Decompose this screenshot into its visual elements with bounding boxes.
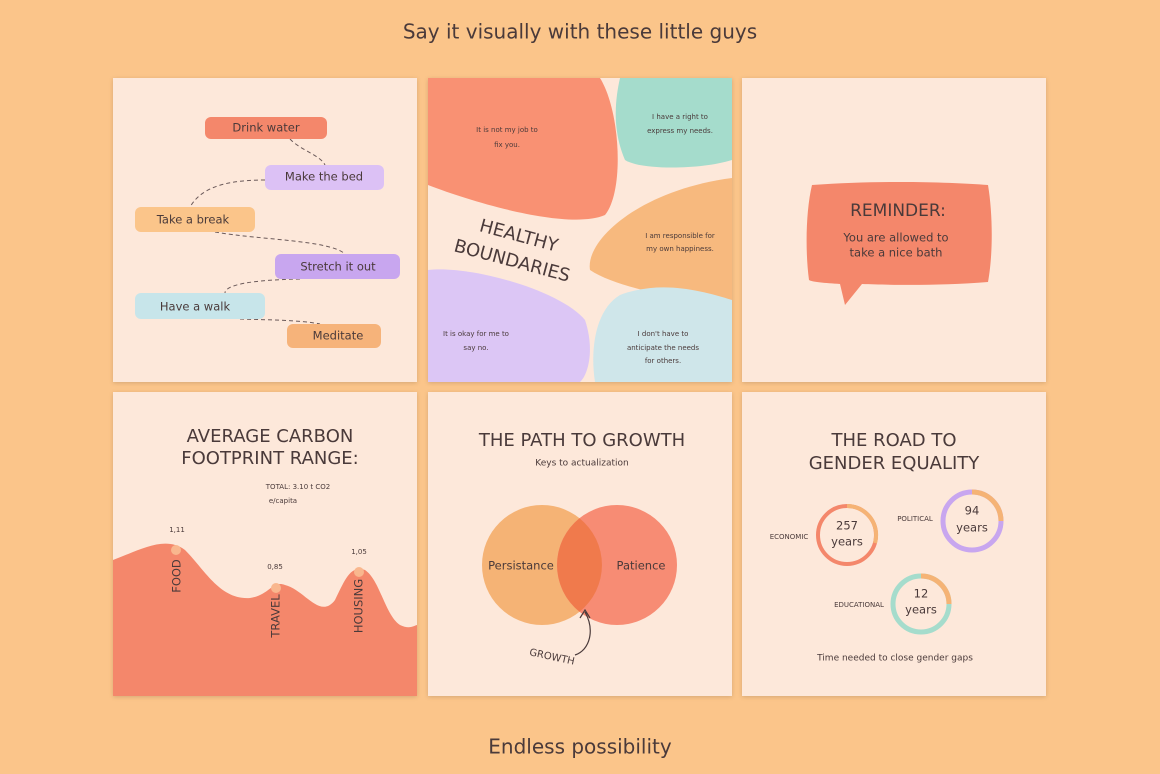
point-dot [171, 545, 181, 555]
blob [589, 178, 732, 305]
step-pill [275, 254, 400, 279]
ring-label: EDUCATIONAL [834, 601, 884, 609]
step: Have a walk [160, 300, 231, 314]
card [742, 392, 1046, 696]
statement: It is okay for me to [443, 330, 509, 338]
reminder-line: take a nice bath [850, 246, 943, 260]
header-title: Say it visually with these little guys [403, 20, 757, 44]
blob [593, 287, 732, 382]
note: TOTAL: 3.10 t CO2 [265, 483, 330, 491]
step-pill [265, 165, 384, 190]
title-line: THE ROAD TO [830, 430, 956, 451]
point-value: 0,85 [267, 563, 283, 571]
speech-bubble [806, 181, 992, 305]
step-pill [205, 117, 327, 139]
point-label: TRAVEL [269, 594, 283, 639]
footer-text: Endless possibility [488, 735, 672, 759]
point-dot [354, 567, 364, 577]
caption: Time needed to close gender gaps [816, 654, 973, 664]
step: Make the bed [285, 170, 363, 184]
connector [189, 138, 346, 325]
note: e/capita [269, 497, 297, 505]
footprint-area [113, 543, 417, 696]
ring-unit: years [956, 521, 988, 535]
statement: anticipate the needs [627, 344, 699, 352]
ring-value: 94 [965, 504, 980, 518]
ring-value: 257 [836, 519, 858, 533]
reminder-line: You are allowed to [842, 231, 948, 245]
statement: express my needs. [647, 127, 713, 135]
ring-value: 12 [914, 587, 929, 601]
statement: my own happiness. [646, 245, 714, 253]
ring-label: ECONOMIC [770, 533, 809, 541]
statement: I have a right to [652, 113, 708, 121]
statement: I don't have to [638, 330, 689, 338]
step: Take a break [156, 213, 230, 227]
blob [428, 269, 590, 382]
ring-arc [846, 503, 879, 544]
blob [615, 78, 732, 168]
step: Meditate [313, 329, 364, 343]
growth-title: THE PATH TO GROWTH [478, 430, 685, 451]
ring-label: POLITICAL [897, 515, 933, 523]
venn-overlap [557, 518, 602, 612]
point-label: HOUSING [352, 579, 366, 633]
ring-arc [920, 573, 952, 605]
statement: for others. [645, 357, 681, 365]
step: Stretch it out [300, 260, 376, 274]
point-value: 1,11 [169, 526, 185, 534]
step-pill [135, 207, 255, 232]
step-pill [287, 324, 381, 348]
title-line: FOOTPRINT RANGE: [181, 448, 358, 469]
title-line: AVERAGE CARBON [187, 426, 354, 447]
ring-unit: years [905, 603, 937, 617]
blob [428, 78, 618, 220]
point-label: FOOD [170, 559, 184, 593]
reminder-title: REMINDER: [850, 201, 946, 221]
venn-label: Patience [617, 559, 666, 573]
statement: I am responsible for [645, 232, 715, 240]
growth-subtitle: Keys to actualization [535, 459, 628, 469]
ring-arc [971, 489, 1004, 522]
step: Drink water [232, 121, 299, 135]
point-value: 1,05 [351, 548, 367, 556]
statement: say no. [463, 344, 488, 352]
title-line: GENDER EQUALITY [809, 453, 981, 474]
statement: It is not my job to [476, 126, 538, 134]
point-dot [271, 583, 281, 593]
ring-unit: years [831, 535, 863, 549]
venn-label: Persistance [488, 559, 554, 573]
statement: fix you. [494, 141, 520, 149]
step-pill [135, 293, 265, 319]
arrow [574, 608, 591, 656]
